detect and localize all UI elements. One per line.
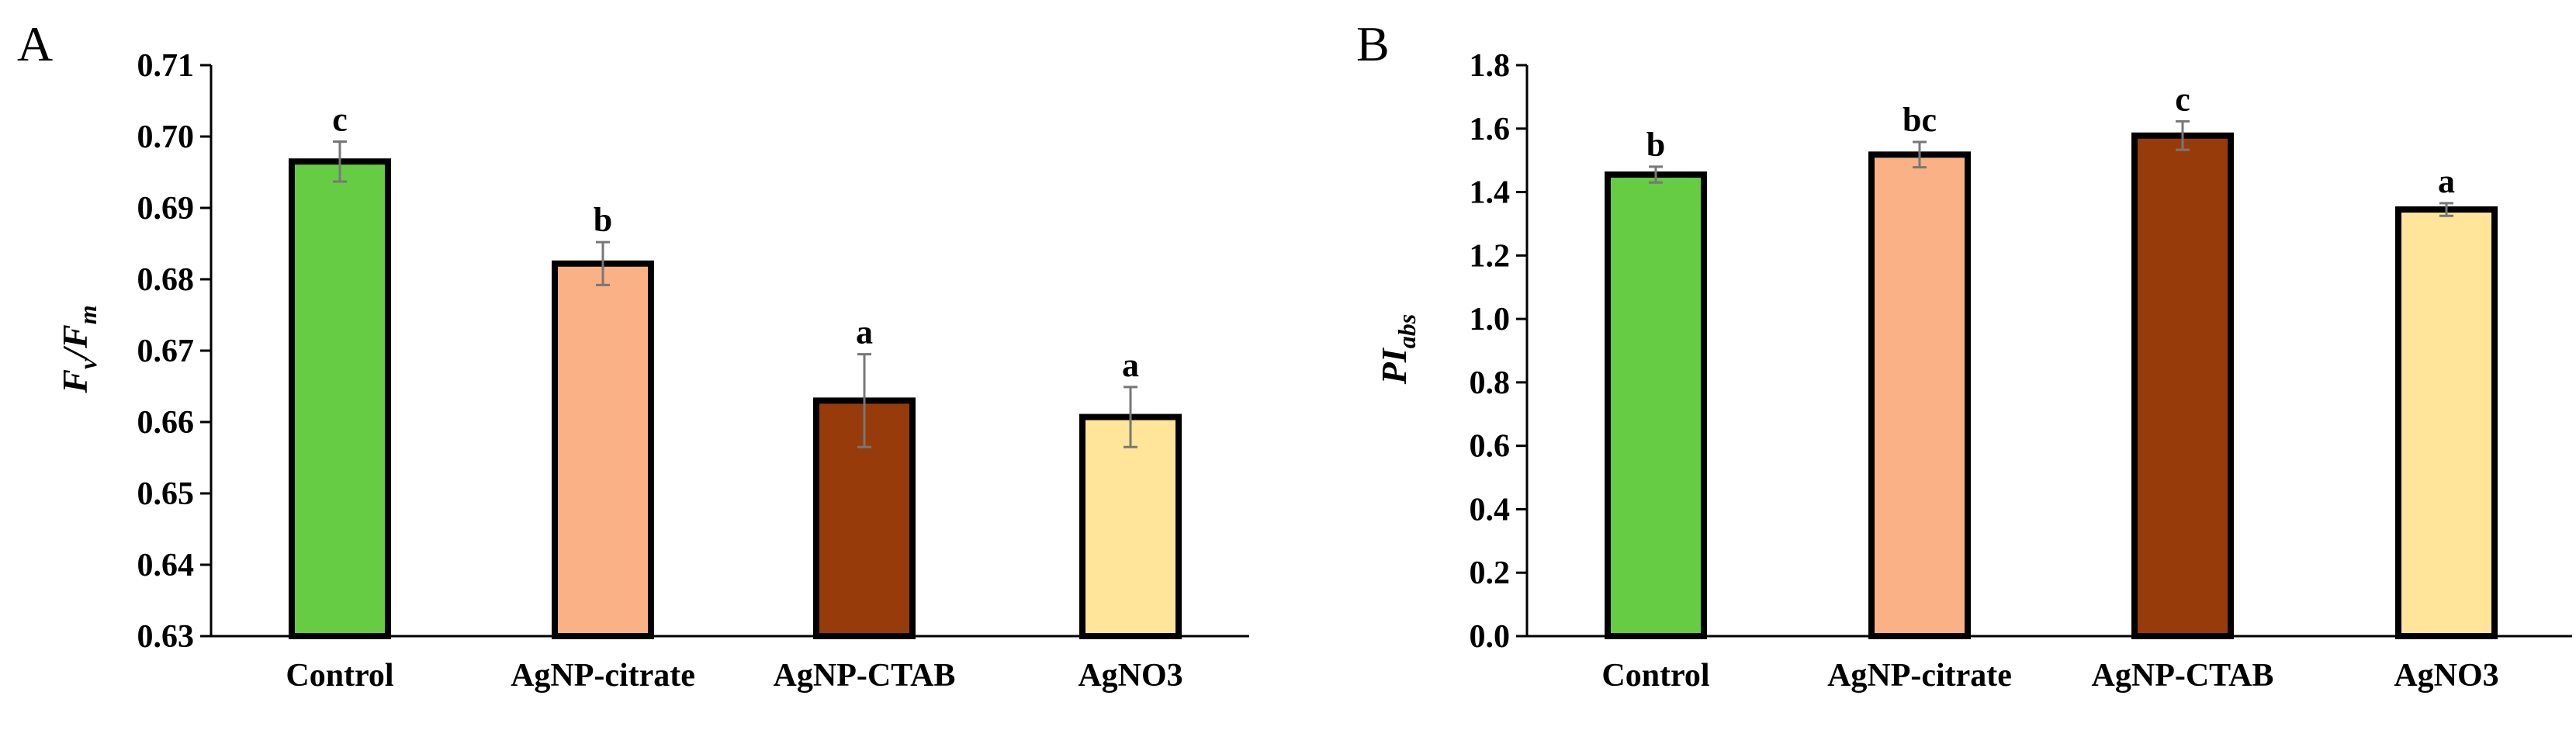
panel-b-y-tick-label: 1.6: [1470, 112, 1511, 147]
panel-a-category-label-0: Control: [286, 658, 393, 694]
panel-a-y-axis-title: Fv/Fm: [55, 305, 102, 393]
panel-b-bar-0: [1605, 171, 1707, 640]
panel-b-category-label-0: Control: [1601, 658, 1709, 694]
panel-b-significance-1: bc: [1903, 101, 1937, 139]
panel-a-y-tick-label: 0.65: [137, 476, 195, 512]
panel-a-category-labels: Control AgNP-citrate AgNP-CTAB AgNO3: [286, 658, 1182, 694]
panel-a-significance-0: c: [332, 100, 348, 138]
panel-b-significance-0: b: [1646, 126, 1665, 164]
panel-a-significance-labels: c b a a: [332, 100, 1139, 383]
panel-a-y-tick-label: 0.71: [137, 48, 195, 84]
panel-a-bar-1: [552, 260, 654, 639]
panel-a-y-tick-label: 0.70: [137, 119, 195, 155]
panel-b: B PIabs 0.0 0.2 0.4 0.6 0.8 1.0 1.2 1.4 1.6 1.8 b…: [1356, 16, 2572, 694]
panel-a-bars: [289, 158, 1182, 640]
panel-b-y-tick-label: 0.4: [1470, 492, 1511, 528]
panel-b-significance-labels: b bc c a: [1646, 80, 2455, 199]
panel-b-y-tick-label: 0.8: [1470, 365, 1511, 401]
panel-b-bars: [1605, 132, 2498, 640]
panel-a-y-ticks: 0.63 0.64 0.65 0.66 0.67 0.68 0.69 0.70 0.71: [137, 48, 211, 655]
panel-a-label: A: [17, 16, 53, 71]
panel-a-y-tick-label: 0.63: [137, 619, 195, 655]
panel-b-y-tick-label: 1.2: [1470, 238, 1511, 274]
panel-b-significance-2: c: [2175, 80, 2190, 118]
panel-a-bar-0: [289, 158, 391, 639]
panel-b-bar-2: [2131, 132, 2234, 640]
panel-b-y-tick-label: 0.2: [1470, 555, 1511, 591]
panel-a-category-label-1: AgNP-citrate: [511, 658, 695, 694]
panel-a-category-label-2: AgNP-CTAB: [774, 658, 956, 694]
panel-a-category-label-3: AgNO3: [1078, 658, 1182, 694]
panel-b-y-ticks: 0.0 0.2 0.4 0.6 0.8 1.0 1.2 1.4 1.6 1.8: [1470, 48, 1527, 655]
panel-a-y-tick-label: 0.67: [137, 334, 195, 369]
panel-b-y-tick-label: 0.6: [1470, 429, 1511, 465]
panel-a-y-tick-label: 0.68: [137, 262, 195, 298]
panel-b-y-tick-label: 1.4: [1470, 175, 1511, 211]
panel-a-y-tick-label: 0.64: [137, 548, 195, 583]
panel-a-significance-1: b: [594, 201, 612, 239]
panel-b-category-labels: Control AgNP-citrate AgNP-CTAB AgNO3: [1601, 658, 2498, 694]
panel-b-bar-1: [1868, 151, 1971, 640]
panel-a-bar-3: [1079, 413, 1182, 639]
panel-b-error-bars: [1649, 119, 2453, 217]
panel-b-y-tick-label: 0.0: [1470, 619, 1511, 655]
panel-b-y-tick-label: 1.8: [1470, 48, 1511, 84]
panel-b-y-tick-label: 1.0: [1470, 302, 1511, 337]
panel-a-error-bars: [333, 140, 1137, 448]
panel-b-label: B: [1356, 16, 1390, 71]
panel-a-significance-3: a: [1122, 346, 1139, 384]
panel-b-bar-3: [2395, 206, 2498, 639]
panel-b-significance-3: a: [2438, 162, 2455, 200]
panel-a-y-tick-label: 0.69: [137, 191, 195, 227]
panel-a-significance-2: a: [856, 313, 873, 351]
panel-b-y-axis-title: PIabs: [1374, 314, 1421, 385]
panel-a: A Fv/Fm 0.63 0.64 0.65 0.66 0.67 0.68 0.69 0.70…: [17, 16, 1249, 694]
panel-b-category-label-3: AgNO3: [2394, 658, 2498, 694]
panel-b-category-label-2: AgNP-CTAB: [2092, 658, 2274, 694]
panel-b-category-label-1: AgNP-citrate: [1827, 658, 2012, 694]
panel-a-y-tick-label: 0.66: [137, 405, 195, 441]
